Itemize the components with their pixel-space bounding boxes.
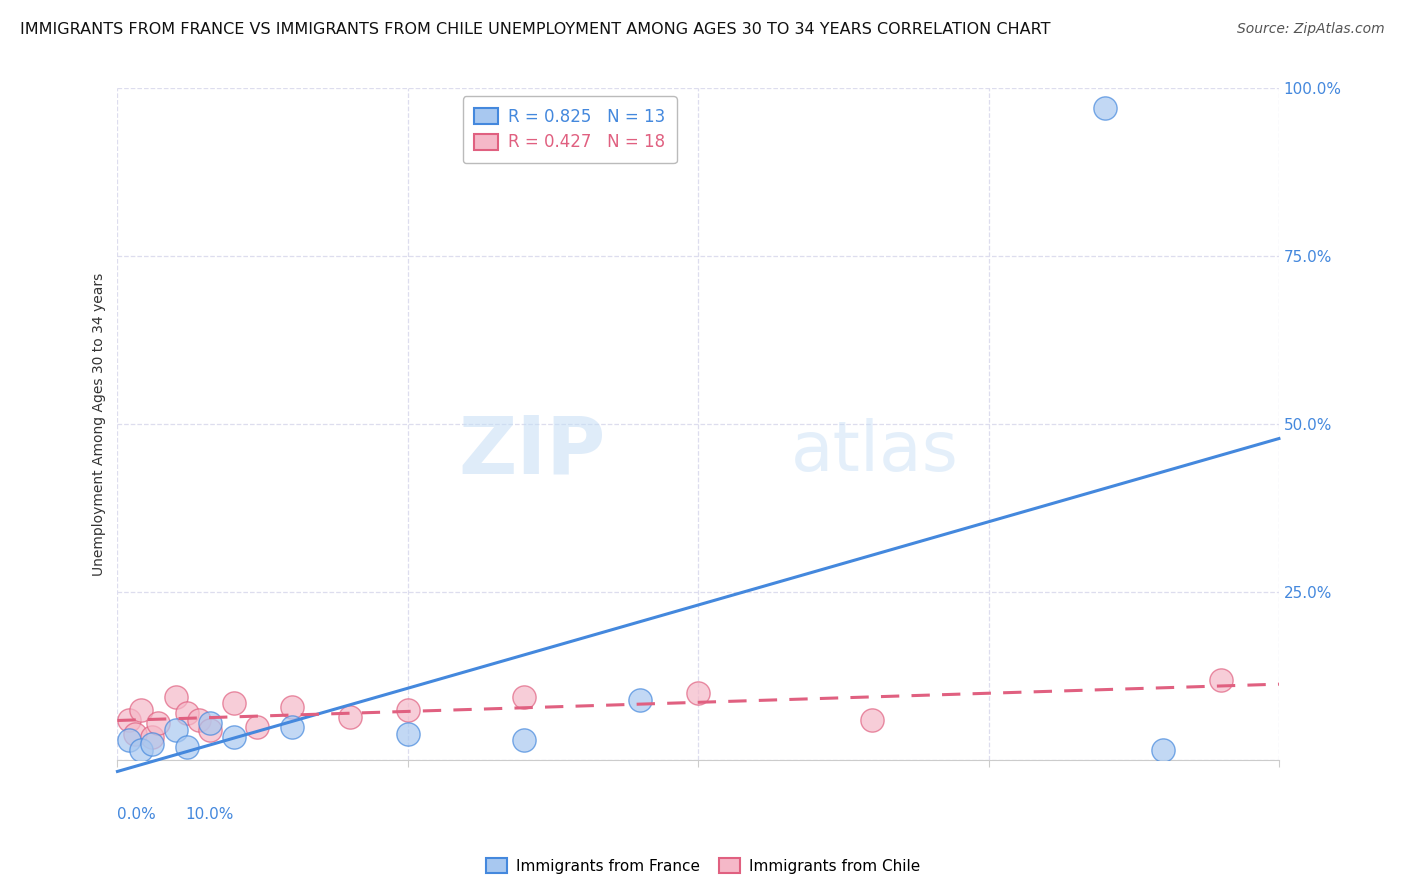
Point: [246, 720, 269, 734]
Text: IMMIGRANTS FROM FRANCE VS IMMIGRANTS FROM CHILE UNEMPLOYMENT AMONG AGES 30 TO 34: IMMIGRANTS FROM FRANCE VS IMMIGRANTS FRO…: [20, 22, 1050, 37]
Point: [339, 709, 361, 723]
Point: [200, 716, 222, 731]
Point: [222, 730, 245, 744]
Point: [129, 743, 152, 757]
Point: [396, 703, 419, 717]
Point: [628, 693, 651, 707]
Legend: Immigrants from France, Immigrants from Chile: Immigrants from France, Immigrants from …: [479, 852, 927, 880]
Point: [513, 690, 536, 704]
Text: 0.0%: 0.0%: [118, 807, 156, 822]
Y-axis label: Unemployment Among Ages 30 to 34 years: Unemployment Among Ages 30 to 34 years: [93, 273, 107, 575]
Point: [222, 696, 245, 710]
Point: [396, 726, 419, 740]
Text: 10.0%: 10.0%: [186, 807, 233, 822]
Point: [129, 703, 152, 717]
Point: [1152, 743, 1174, 757]
Point: [124, 726, 146, 740]
Point: [1094, 101, 1116, 115]
Point: [187, 713, 209, 727]
Text: atlas: atlas: [792, 417, 959, 484]
Point: [118, 733, 141, 747]
Text: ZIP: ZIP: [458, 412, 605, 490]
Point: [200, 723, 222, 738]
Point: [165, 723, 187, 738]
Point: [141, 737, 163, 751]
Point: [176, 739, 198, 754]
Point: [176, 706, 198, 721]
Point: [513, 733, 536, 747]
Point: [118, 713, 141, 727]
Point: [1209, 673, 1232, 687]
Point: [280, 720, 302, 734]
Point: [165, 690, 187, 704]
Point: [280, 699, 302, 714]
Point: [860, 713, 883, 727]
Text: Source: ZipAtlas.com: Source: ZipAtlas.com: [1237, 22, 1385, 37]
Point: [146, 716, 169, 731]
Legend: R = 0.825   N = 13, R = 0.427   N = 18: R = 0.825 N = 13, R = 0.427 N = 18: [463, 96, 676, 163]
Point: [688, 686, 710, 700]
Point: [141, 730, 163, 744]
